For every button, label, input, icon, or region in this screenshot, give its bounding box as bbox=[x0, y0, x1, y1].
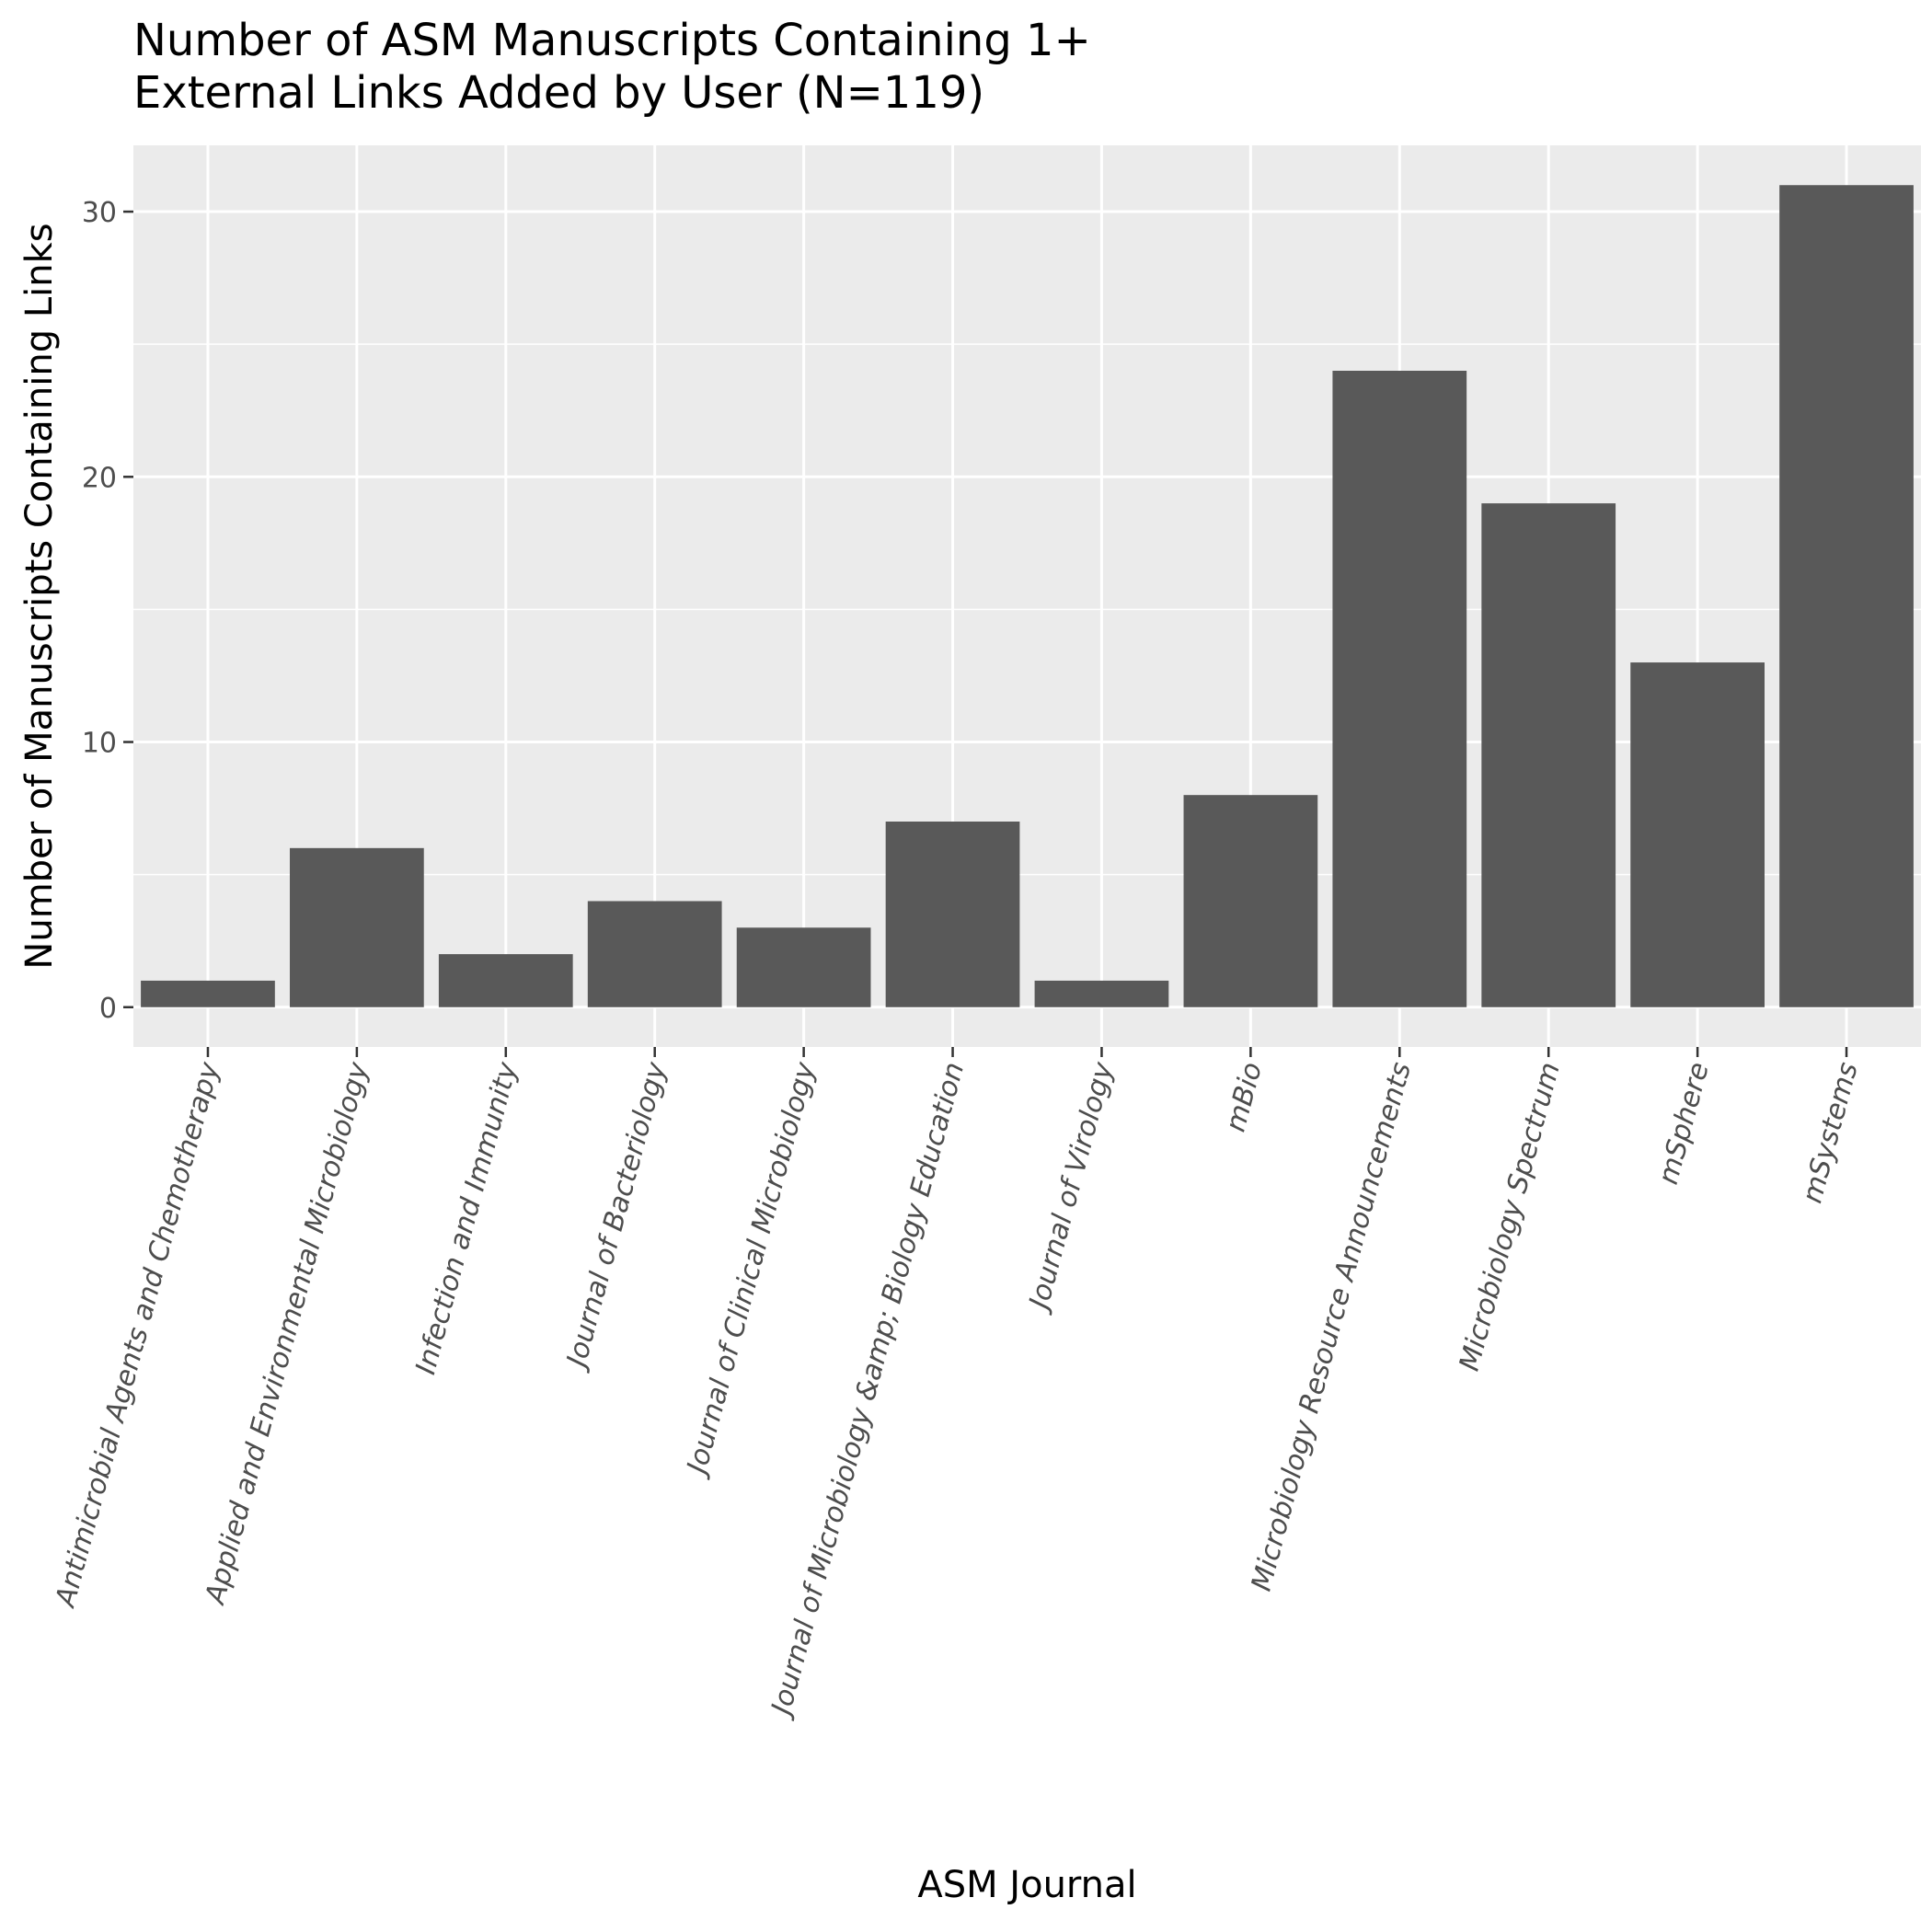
y-tick-label: 10 bbox=[82, 728, 117, 760]
bar bbox=[438, 954, 573, 1007]
bar bbox=[1779, 185, 1914, 1007]
x-tick-label: Applied and Environmental Microbiology bbox=[199, 1058, 375, 1609]
x-tick-label: mSphere bbox=[1652, 1059, 1716, 1188]
bar bbox=[1332, 371, 1467, 1007]
chart-title-line-2: External Links Added by User (N=119) bbox=[133, 67, 984, 119]
x-tick-label: Journal of Bacteriology bbox=[559, 1058, 673, 1374]
bars bbox=[141, 185, 1914, 1007]
bar bbox=[141, 980, 275, 1007]
chart-title: Number of ASM Manuscripts Containing 1+ … bbox=[133, 15, 1105, 119]
bar bbox=[1034, 980, 1169, 1007]
y-tick-label: 30 bbox=[82, 197, 117, 229]
bar bbox=[1481, 503, 1616, 1007]
bar bbox=[885, 822, 1020, 1007]
x-tick-label: Journal of Virology bbox=[1022, 1058, 1121, 1317]
y-tick-label: 0 bbox=[99, 993, 117, 1025]
y-axis: 0 10 20 30 bbox=[82, 197, 133, 1025]
x-axis: Antimicrobial Agents and ChemotherapyApp… bbox=[49, 1047, 1865, 1722]
x-tick-label: Antimicrobial Agents and Chemotherapy bbox=[49, 1058, 226, 1612]
chart-title-line-1: Number of ASM Manuscripts Containing 1+ bbox=[133, 15, 1091, 66]
x-tick-label: Microbiology Resource Announcements bbox=[1246, 1059, 1418, 1594]
bar bbox=[290, 847, 424, 1007]
x-tick-label: Journal of Clinical Microbiology bbox=[680, 1058, 822, 1481]
y-axis-title: Number of Manuscripts Containing Links bbox=[18, 223, 61, 969]
x-axis-title: ASM Journal bbox=[917, 1864, 1136, 1906]
x-tick-label: Microbiology Spectrum bbox=[1454, 1059, 1567, 1374]
plot-panel bbox=[133, 145, 1921, 1047]
bar bbox=[1183, 795, 1318, 1007]
bar bbox=[587, 901, 722, 1007]
x-tick-label: mBio bbox=[1219, 1059, 1269, 1135]
bar bbox=[736, 927, 871, 1007]
x-tick-label: mSystems bbox=[1796, 1059, 1864, 1206]
bar bbox=[1630, 662, 1765, 1007]
grid-minor bbox=[133, 343, 1921, 876]
y-tick-label: 20 bbox=[82, 462, 117, 494]
x-tick-label: Infection and Immunity bbox=[409, 1058, 524, 1378]
